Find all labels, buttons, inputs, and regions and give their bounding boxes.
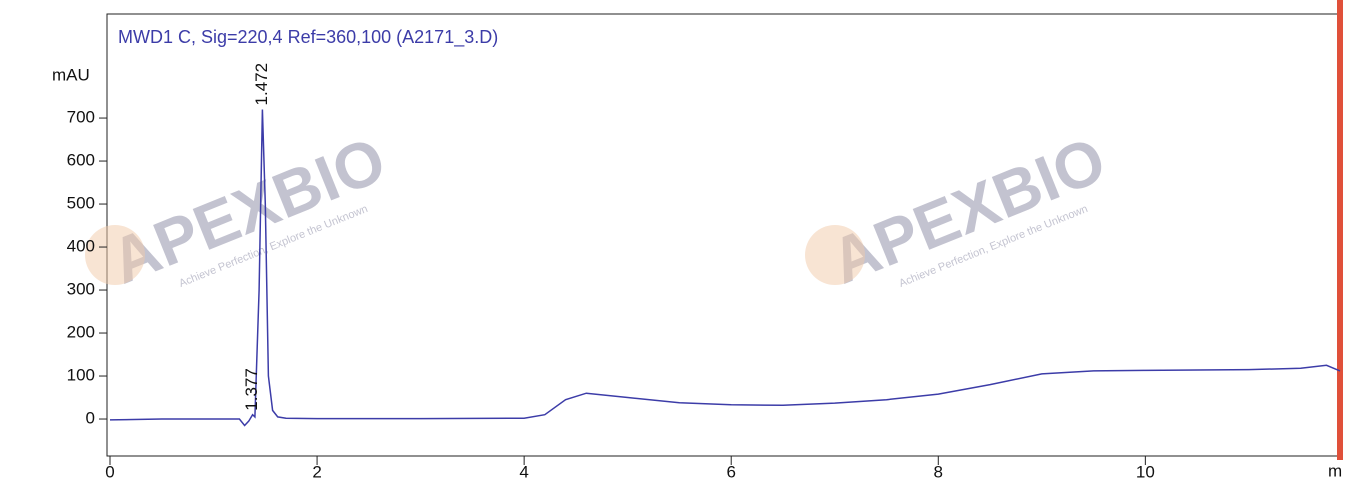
- x-tick-label: 0: [105, 462, 114, 481]
- watermark-logo: [85, 225, 145, 285]
- y-tick-label: 700: [67, 108, 95, 127]
- right-marker: [1337, 0, 1343, 460]
- signal-line: [109, 109, 1341, 427]
- watermark-logo: [805, 225, 865, 285]
- peak-label: 1.472: [252, 63, 271, 106]
- y-tick-label: 500: [67, 194, 95, 213]
- peak-label: 1.377: [242, 368, 261, 411]
- y-axis-label: mAU: [52, 65, 90, 84]
- y-tick-label: 400: [67, 237, 95, 256]
- x-axis-label: m: [1328, 461, 1342, 480]
- x-tick-label: 8: [934, 462, 943, 481]
- chart-title: MWD1 C, Sig=220,4 Ref=360,100 (A2171_3.D…: [118, 27, 498, 48]
- x-tick-label: 6: [726, 462, 735, 481]
- y-tick-label: 100: [67, 366, 95, 385]
- y-tick-label: 200: [67, 323, 95, 342]
- y-tick-label: 300: [67, 280, 95, 299]
- x-tick-label: 2: [312, 462, 321, 481]
- y-tick-label: 600: [67, 151, 95, 170]
- y-tick-label: 0: [86, 409, 95, 428]
- x-tick-label: 10: [1136, 462, 1155, 481]
- x-tick-label: 4: [519, 462, 528, 481]
